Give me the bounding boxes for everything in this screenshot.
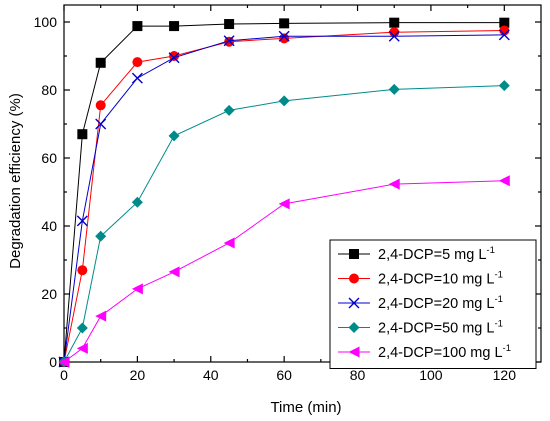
x-tick-label: 60	[276, 367, 292, 383]
data-point-series-1	[499, 17, 510, 28]
y-tick-label: 80	[41, 82, 57, 98]
data-point-series-5	[278, 198, 290, 210]
legend-entry: 2,4-DCP=100 mg L-1	[378, 343, 511, 361]
x-tick-label: 0	[60, 367, 68, 383]
data-point-series-1	[169, 21, 180, 32]
data-point-series-5	[388, 178, 400, 190]
data-point-series-5	[95, 310, 107, 322]
data-point-series-1	[389, 17, 400, 28]
data-point-series-2	[279, 33, 290, 44]
data-point-series-5	[498, 175, 510, 187]
plot-area: 0 20 40 60 80 100 120 0 20 40 60 80 100 2,4-DCP=5 mg …	[34, 4, 542, 383]
data-point-series-4	[95, 230, 107, 242]
y-tick-label: 0	[49, 354, 57, 370]
data-point-series-2	[169, 51, 180, 61]
legend-marker	[348, 297, 360, 309]
data-point-series-3	[223, 35, 235, 47]
x-tick-label: 100	[419, 367, 443, 383]
data-point-series-2	[224, 36, 235, 47]
data-point-series-5	[131, 283, 143, 295]
data-point-series-3	[498, 29, 510, 41]
data-point-series-2	[95, 100, 106, 111]
data-point-series-2	[132, 57, 143, 68]
data-point-series-5	[76, 342, 88, 354]
data-point-series-1	[224, 19, 235, 30]
legend-marker	[348, 346, 360, 358]
legend-box	[329, 239, 537, 369]
legend-entry: 2,4-DCP=5 mg L-1	[378, 245, 495, 263]
y-axis-label: Degradation efficiency (%)	[7, 93, 24, 269]
data-point-series-4	[278, 95, 290, 107]
plot-frame	[63, 4, 542, 363]
data-point-series-1	[95, 57, 106, 68]
data-point-series-1	[279, 18, 290, 29]
data-point-series-4	[388, 83, 400, 95]
data-point-series-5	[168, 266, 180, 278]
data-point-series-3	[76, 215, 88, 227]
x-tick-label: 20	[130, 367, 146, 383]
data-point-series-4	[498, 80, 510, 92]
data-point-series-5	[223, 237, 235, 249]
y-tick-label: 40	[41, 218, 57, 234]
data-point-series-4	[76, 322, 88, 334]
x-tick-label: 80	[350, 367, 366, 383]
data-point-series-4	[223, 104, 235, 116]
y-tick-label: 100	[34, 14, 58, 30]
data-point-series-3	[278, 30, 290, 42]
y-tick-label: 60	[41, 150, 57, 166]
legend-marker	[349, 273, 359, 284]
data-point-series-1	[132, 21, 143, 32]
x-axis-label: Time (min)	[270, 399, 341, 416]
legend-entry: 2,4-DCP=10 mg L-1	[378, 270, 503, 288]
data-point-series-4	[168, 130, 180, 142]
legend-marker	[349, 249, 359, 259]
data-point-series-3	[168, 52, 180, 64]
data-point-series-3	[388, 30, 400, 42]
legend-marker	[348, 322, 360, 333]
data-point-series-3	[131, 72, 143, 84]
x-tick-label: 120	[493, 367, 517, 383]
y-tick-label: 20	[41, 286, 57, 302]
data-point-series-3	[95, 118, 107, 130]
data-point-series-1	[77, 129, 88, 140]
data-point-series-5	[58, 356, 70, 368]
legend-entry: 2,4-DCP=20 mg L-1	[378, 294, 503, 312]
legend-entry: 2,4-DCP=50 mg L-1	[378, 319, 503, 337]
data-point-series-2	[77, 265, 88, 276]
x-tick-label: 40	[203, 367, 219, 383]
data-point-series-4	[131, 196, 143, 208]
